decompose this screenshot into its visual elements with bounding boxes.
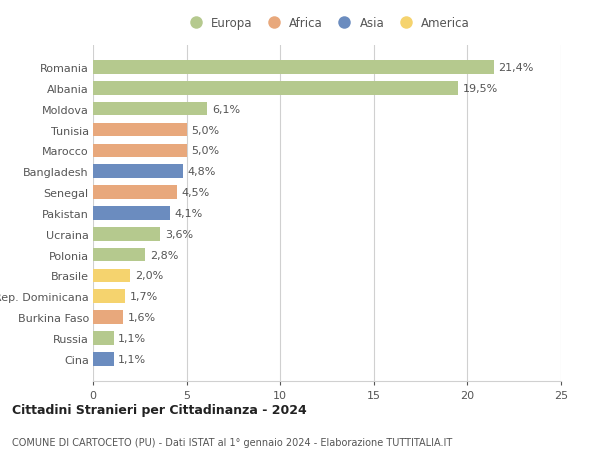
Text: COMUNE DI CARTOCETO (PU) - Dati ISTAT al 1° gennaio 2024 - Elaborazione TUTTITAL: COMUNE DI CARTOCETO (PU) - Dati ISTAT al… (12, 437, 452, 447)
Text: 4,5%: 4,5% (182, 188, 210, 198)
Bar (93, 311, 123, 324)
Text: 3,6%: 3,6% (165, 229, 193, 239)
Bar (93, 269, 130, 283)
Bar (93, 186, 177, 199)
Text: 5,0%: 5,0% (191, 146, 220, 156)
Bar (93, 331, 113, 345)
Text: 1,1%: 1,1% (118, 333, 146, 343)
Bar (93, 207, 170, 220)
Bar (93, 290, 125, 303)
Bar (93, 228, 160, 241)
Text: 19,5%: 19,5% (463, 84, 498, 94)
Text: 4,1%: 4,1% (175, 208, 203, 218)
Bar (93, 103, 207, 116)
Text: 2,0%: 2,0% (135, 271, 163, 281)
Bar (93, 82, 458, 95)
Text: 6,1%: 6,1% (212, 105, 240, 114)
Text: 1,1%: 1,1% (118, 354, 146, 364)
Text: 2,8%: 2,8% (150, 250, 178, 260)
Text: 4,8%: 4,8% (188, 167, 216, 177)
Bar (93, 144, 187, 158)
Text: 5,0%: 5,0% (191, 125, 220, 135)
Text: 21,4%: 21,4% (498, 63, 533, 73)
Text: 1,6%: 1,6% (128, 313, 156, 322)
Bar (93, 352, 113, 366)
Bar (93, 61, 494, 75)
Legend: Europa, Africa, Asia, America: Europa, Africa, Asia, America (181, 13, 473, 34)
Text: 1,7%: 1,7% (130, 291, 158, 302)
Bar (93, 165, 183, 179)
Bar (93, 123, 187, 137)
Bar (93, 248, 145, 262)
Text: Cittadini Stranieri per Cittadinanza - 2024: Cittadini Stranieri per Cittadinanza - 2… (12, 403, 307, 416)
